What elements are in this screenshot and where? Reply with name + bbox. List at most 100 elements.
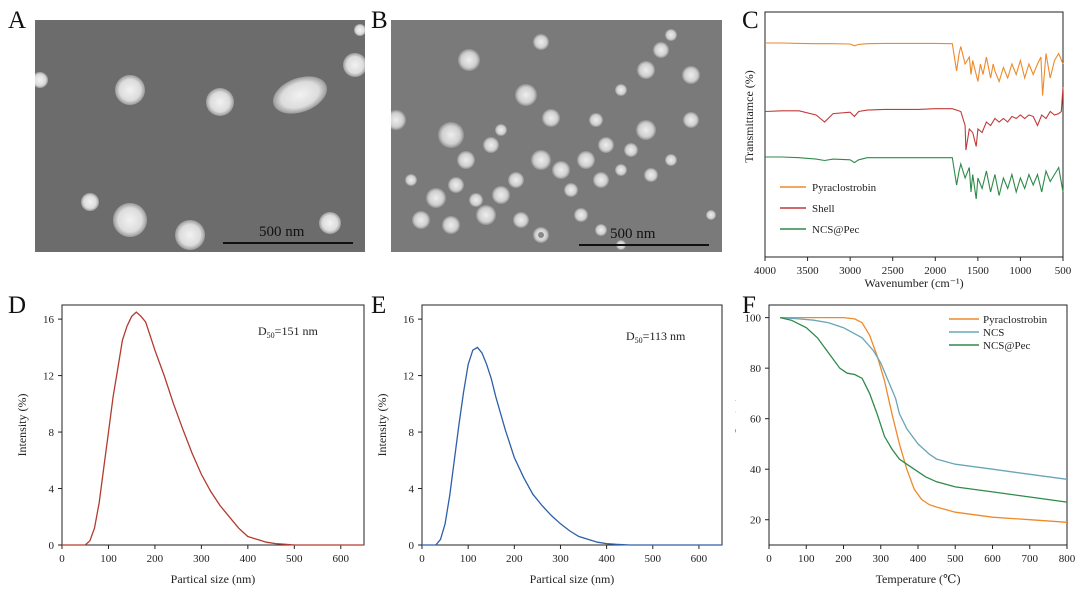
series-line-pyraclostrobin (765, 42, 1064, 96)
particle (175, 220, 205, 250)
series-line-pyraclostrobin (780, 316, 1068, 523)
particle (35, 72, 48, 88)
plot-frame (421, 304, 723, 546)
sem-image-a: 500 nm (35, 20, 365, 252)
chart-tga: 0 100 200 300 400 500 600 700 800 20 40 60 80 100 Temp… (735, 304, 1076, 586)
particle (354, 24, 365, 36)
y-axis-label: Weight (%) (735, 397, 736, 452)
y-tick-label: 16 (403, 314, 415, 326)
legend-label: NCS (983, 327, 1004, 339)
panel-letter-f: F (742, 292, 756, 319)
y-axis-label: Intensity (%) (15, 394, 29, 457)
x-tick-label: 0 (766, 553, 772, 565)
y-tick-label: 8 (409, 427, 415, 439)
x-tick-label: 1500 (967, 265, 990, 277)
sem-particles-b (391, 20, 722, 252)
scale-bar-a (223, 242, 353, 244)
series-line-d (62, 311, 364, 546)
y-axis-label: Transmittamce (%) (742, 70, 756, 163)
y-tick-label: 100 (745, 313, 762, 325)
x-tick-label: 600 (333, 553, 350, 565)
x-tick-label: 0 (59, 553, 65, 565)
panel-letter-d: D (8, 292, 27, 319)
x-tick-label: 500 (286, 553, 303, 565)
y-tick-label: 12 (43, 371, 54, 383)
y-tick-label: 40 (750, 464, 762, 476)
x-tick-label: 300 (873, 553, 890, 565)
y-tick-label: 4 (49, 484, 55, 496)
y-tick-label: 20 (750, 515, 762, 527)
x-tick-label: 0 (419, 553, 425, 565)
particle (113, 203, 147, 237)
legend-label: Pyraclostrobin (983, 314, 1048, 326)
x-axis-label: Partical size (nm) (171, 572, 256, 586)
plot-frame (764, 11, 1064, 258)
particle (319, 212, 341, 234)
y-tick-label: 60 (750, 414, 762, 426)
x-tick-label: 700 (1022, 553, 1039, 565)
y-axis-label: Intensity (%) (375, 394, 389, 457)
x-tick-label: 3000 (839, 265, 862, 277)
series-line-ncs-pec (765, 156, 1064, 200)
particle (273, 76, 327, 114)
legend-label: Shell (812, 203, 835, 215)
legend-label: NCS@Pec (812, 224, 860, 236)
series-line-ncs (780, 316, 1068, 480)
series-line-shell (764, 86, 1064, 151)
series-line-e (422, 346, 722, 546)
x-tick-label: 400 (598, 553, 615, 565)
x-axis-label: Temperature (℃) (876, 572, 961, 586)
x-tick-label: 500 (947, 553, 964, 565)
x-tick-label: 2500 (882, 265, 905, 277)
series-line-ncs-pec (780, 316, 1068, 503)
x-tick-label: 4000 (754, 265, 777, 277)
x-tick-label: 100 (460, 553, 477, 565)
sem-particles-a (35, 20, 365, 252)
y-tick-label: 80 (750, 363, 762, 375)
y-tick-label: 0 (49, 540, 55, 552)
panel-letter-e: E (371, 292, 387, 319)
scale-label-a: 500 nm (259, 224, 305, 240)
chart-size-distribution-d: 0 100 200 300 400 500 600 0 4 8 12 16 Partical size … (15, 304, 365, 586)
legend-label: Pyraclostrobin (812, 182, 877, 194)
x-tick-label: 400 (240, 553, 257, 565)
x-tick-label: 200 (147, 553, 164, 565)
panel-letter-a: A (8, 7, 27, 34)
x-tick-label: 200 (835, 553, 852, 565)
x-tick-label: 600 (984, 553, 1001, 565)
x-tick-label: 300 (552, 553, 569, 565)
y-tick-label: 8 (49, 427, 55, 439)
chart-ftir: 4000 3500 3000 2500 2000 1500 1000 500 Wavenumbe… (742, 11, 1072, 290)
d50-annotation: D50=113 nm (626, 329, 686, 345)
x-tick-label: 200 (506, 553, 523, 565)
plot-frame (61, 304, 365, 546)
scale-label-b: 500 nm (610, 226, 656, 242)
y-tick-label: 4 (409, 484, 415, 496)
d50-annotation: D50=151 nm (258, 324, 318, 340)
particle (206, 88, 234, 116)
particle (115, 75, 145, 105)
x-tick-label: 100 (100, 553, 117, 565)
y-tick-label: 0 (409, 540, 415, 552)
panel-letter-b: B (371, 7, 388, 34)
x-tick-label: 600 (691, 553, 708, 565)
x-tick-label: 800 (1059, 553, 1076, 565)
y-tick-label: 16 (43, 314, 55, 326)
x-axis-label: Wavenumber (cm⁻¹) (864, 276, 963, 290)
sem-image-b: 500 nm (391, 20, 722, 252)
x-tick-label: 2000 (924, 265, 947, 277)
panel-letter-c: C (742, 7, 759, 34)
x-axis-label: Partical size (nm) (530, 572, 615, 586)
particle (81, 193, 99, 211)
x-tick-label: 300 (193, 553, 210, 565)
chart-size-distribution-e: 0 100 200 300 400 500 600 0 4 8 12 16 Partical size … (375, 304, 723, 586)
x-tick-label: 1000 (1009, 265, 1032, 277)
scale-bar-b (579, 244, 709, 246)
x-tick-label: 3500 (797, 265, 820, 277)
x-tick-label: 100 (798, 553, 815, 565)
particle (343, 53, 365, 77)
x-tick-label: 500 (645, 553, 662, 565)
y-tick-label: 12 (403, 371, 414, 383)
legend-label: NCS@Pec (983, 340, 1031, 352)
x-tick-label: 500 (1055, 265, 1072, 277)
